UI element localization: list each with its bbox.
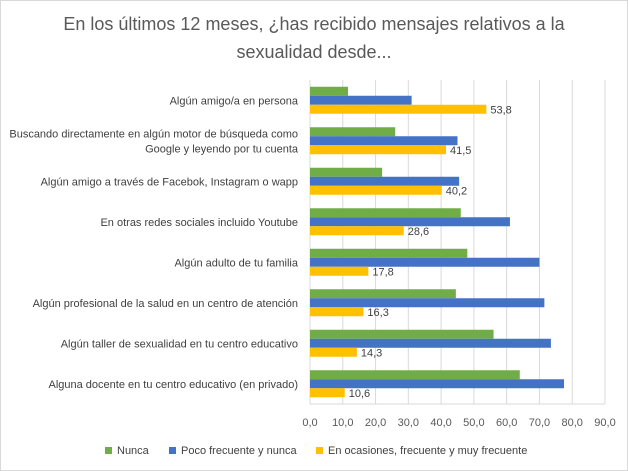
category-label: Algún profesional de la salud en un cent…: [33, 298, 298, 310]
legend: Nunca Poco frecuente y nunca En ocasione…: [0, 444, 628, 460]
bar-en-ocasiones: [310, 185, 442, 195]
bar-en-ocasiones: [310, 347, 357, 357]
chart-title-line-2: sexualidad desde...: [236, 42, 392, 62]
x-axis-tick-labels: 0,0 10,0 20,0 30,0 40,0 50,0 60,0 70,0 80,0 90,0: [302, 417, 615, 429]
data-label: 16,3: [367, 307, 388, 319]
bar-nunca: [310, 329, 494, 339]
bar-nunca: [310, 127, 396, 137]
bar-nunca: [310, 86, 349, 96]
bar-poco-frecuente: [310, 298, 545, 308]
bar-en-ocasiones: [310, 266, 369, 276]
category-label: Algún amigo/a en persona: [170, 95, 299, 107]
chart-title-line-1: En los últimos 12 meses, ¿has recibido m…: [63, 14, 565, 34]
bar-poco-frecuente: [310, 217, 510, 227]
data-label: 40,2: [446, 185, 467, 197]
legend-swatch-poco-frecuente: [169, 447, 176, 454]
data-label: 14,3: [361, 347, 382, 359]
category-label: Algún adulto de tu familia: [174, 257, 298, 269]
bar-nunca: [310, 289, 456, 299]
x-tick-label: 30,0: [398, 417, 419, 429]
category-label: Google y leyendo por tu cuenta: [145, 143, 299, 155]
bar-en-ocasiones: [310, 104, 487, 114]
bar-poco-frecuente: [310, 257, 540, 267]
legend-swatch-en-ocasiones: [316, 447, 323, 454]
bar-poco-frecuente: [310, 136, 458, 146]
x-tick-label: 10,0: [332, 417, 353, 429]
bar-nunca: [310, 370, 520, 380]
legend-item-nunca: Nunca: [105, 444, 149, 458]
x-tick-label: 90,0: [594, 417, 615, 429]
bar-en-ocasiones: [310, 388, 345, 398]
data-label: 53,8: [490, 104, 511, 116]
bars-group: [310, 86, 565, 398]
gridlines: [309, 80, 606, 405]
x-tick-label: 80,0: [562, 417, 583, 429]
x-tick-label: 20,0: [365, 417, 386, 429]
category-label: Algún taller de sexualidad en tu centro …: [61, 338, 298, 350]
data-label: 41,5: [450, 145, 471, 157]
category-label: En otras redes sociales incluido Youtube: [100, 217, 298, 229]
bar-nunca: [310, 208, 461, 218]
bar-en-ocasiones: [310, 226, 404, 236]
legend-label-poco-frecuente: Poco frecuente y nunca: [181, 445, 297, 457]
legend-label-en-ocasiones: En ocasiones, frecuente y muy frecuente: [328, 445, 528, 457]
x-tick-label: 60,0: [496, 417, 517, 429]
x-tick-label: 0,0: [302, 417, 317, 429]
category-labels: Algún amigo/a en persona Buscando directa…: [9, 95, 299, 391]
data-label: 10,6: [349, 388, 370, 400]
x-tick-label: 70,0: [529, 417, 550, 429]
legend-label-nunca: Nunca: [117, 445, 149, 457]
legend-item-poco-frecuente: Poco frecuente y nunca: [169, 444, 297, 458]
bar-poco-frecuente: [310, 379, 565, 389]
data-label: 28,6: [408, 226, 429, 238]
legend-item-en-ocasiones: En ocasiones, frecuente y muy frecuente: [316, 444, 527, 458]
bar-nunca: [310, 248, 468, 258]
bar-poco-frecuente: [310, 338, 551, 348]
bar-nunca: [310, 167, 383, 177]
legend-swatch-nunca: [105, 447, 112, 454]
x-tick-label: 40,0: [430, 417, 451, 429]
bar-poco-frecuente: [310, 95, 412, 105]
category-label: Alguna docente en tu centro educativo (e…: [49, 379, 299, 391]
category-label: Algún amigo a través de Facebok, Instagr…: [41, 176, 298, 188]
bar-en-ocasiones: [310, 145, 447, 155]
data-label: 17,8: [372, 266, 393, 278]
bar-en-ocasiones: [310, 307, 364, 317]
category-label: Buscando directamente en algún motor de …: [9, 128, 298, 140]
chart-title: En los últimos 12 meses, ¿has recibido m…: [60, 10, 568, 66]
bar-poco-frecuente: [310, 176, 460, 186]
x-tick-label: 50,0: [463, 417, 484, 429]
data-labels: 53,8 41,5 40,2 28,6 17,8 16,3 14,3 10,6: [349, 104, 512, 400]
